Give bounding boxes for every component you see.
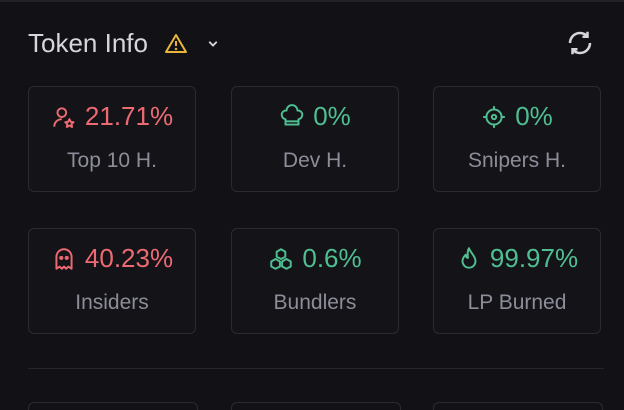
dropdown-toggle[interactable] [204,35,222,53]
stat-card: 0% Dev H. [231,86,399,192]
stat-icon [461,246,477,269]
stat-icon [55,247,73,270]
stat-icon [483,105,506,128]
header: Token Info [28,28,222,59]
card-stub [231,402,401,410]
card-stub [433,402,603,410]
stat-value: 40.23% [84,243,174,273]
title: Token Info [28,28,148,58]
card-stub [28,402,198,410]
stat-label: Top 10 H. [67,149,157,172]
stat-label: Snipers H. [467,149,567,172]
stat-card: 40.23% Insiders [28,228,196,334]
stat-label: LP Burned [467,291,567,314]
stat-card: 0.6% Bundlers [231,228,399,334]
stat-value-row: 99.97% [434,243,600,274]
stat-value-row: 0% [434,101,600,132]
stat-icon [270,247,293,270]
stat-value: 0% [313,101,351,131]
warning-icon [164,33,187,53]
refresh-button[interactable] [565,28,595,58]
stat-value-row: 0% [232,101,398,132]
separator [28,368,604,369]
stat-value-row: 0.6% [232,243,398,274]
stat-label: Dev H. [282,149,348,172]
stat-icon [280,103,304,126]
stat-value-row: 21.71% [29,101,195,132]
stat-label: Insiders [75,291,149,314]
stat-card: 21.71% Top 10 H. [28,86,196,192]
stat-card: 0% Snipers H. [433,86,601,192]
stat-value: 0.6% [302,243,362,273]
stat-label: Bundlers [273,291,357,314]
stat-value: 99.97% [489,243,579,273]
stat-icon [53,106,75,128]
stat-card: 99.97% LP Burned [433,228,601,334]
stat-value-row: 40.23% [29,243,195,274]
stat-value: 0% [515,101,553,131]
stat-value: 21.71% [84,101,174,131]
